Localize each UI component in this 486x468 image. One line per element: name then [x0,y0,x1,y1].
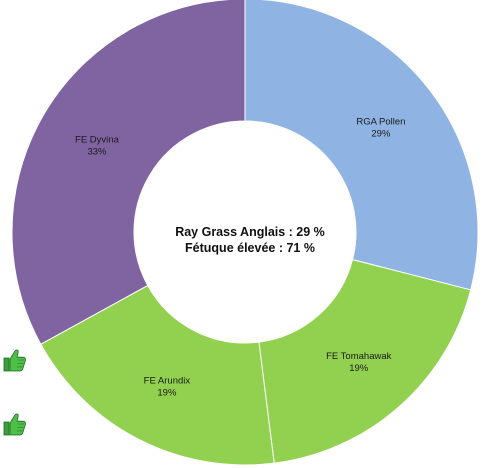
thumbs-up-icon [3,413,26,436]
slice-rga-pollen [244,0,479,291]
slice-percent: 19% [349,363,369,374]
slice-percent: 19% [157,387,177,398]
slice-label: FE Tomahawak [326,351,392,362]
slice-label: RGA Pollen [356,117,405,128]
thumbs-up-icon [3,349,26,372]
slice-fe-arundix [40,284,275,466]
slice-percent: 29% [371,129,391,140]
center-line-fetuque: Fétuque élevée : 71 % [185,241,315,255]
slice-label: FE Arundix [144,375,191,386]
slice-label: FE Dyvina [75,134,120,145]
center-caption: Ray Grass Anglais : 29 % Fétuque élevée … [175,225,325,255]
center-line-ray-grass: Ray Grass Anglais : 29 % [175,225,325,239]
donut-slices [11,0,479,466]
slice-percent: 33% [87,146,107,157]
slice-fe-tomahawak [258,258,472,464]
slice-fe-dyvina [11,0,246,345]
